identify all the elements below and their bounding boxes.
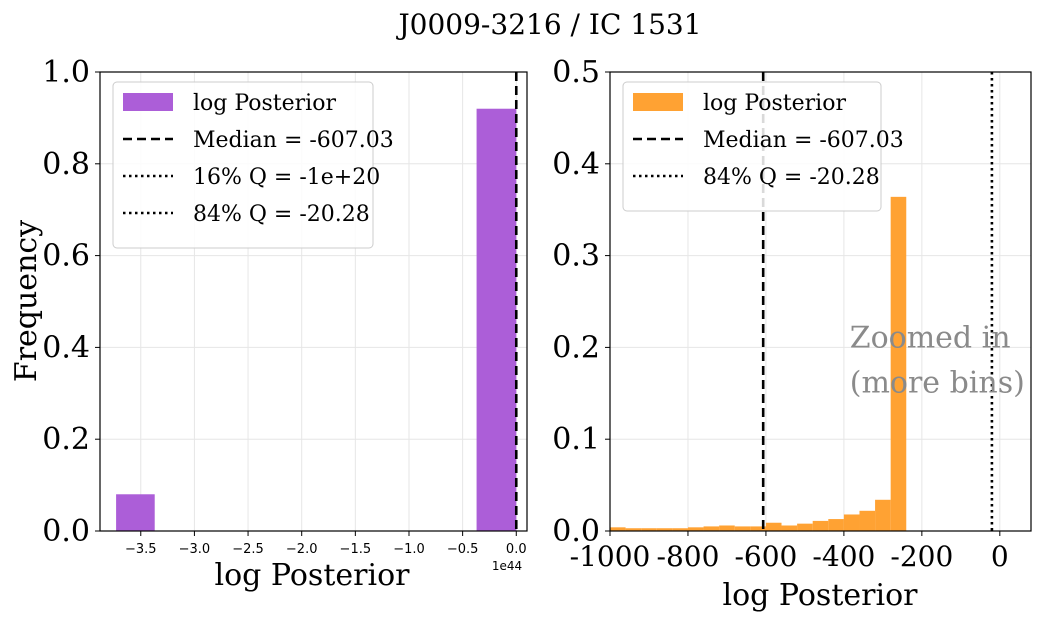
left-x-tick-label: −3.5 xyxy=(125,542,157,557)
right-y-tick-label: 0.4 xyxy=(552,147,600,182)
right-histogram-bar xyxy=(641,528,657,531)
left-y-tick-label: 0.0 xyxy=(42,514,90,549)
right-histogram-panel: -1000 -800 -600 -400 -200 0 0.00.10.20.30.40.… xyxy=(552,55,1032,613)
annotation-line: (more bins) xyxy=(850,365,1025,400)
left-histogram-bar xyxy=(116,494,155,531)
left-legend-box xyxy=(112,81,374,249)
right-plot-frame xyxy=(609,71,1032,532)
annotation-line: Zoomed in xyxy=(850,320,1011,355)
left-x-tick-label: −2.5 xyxy=(232,542,264,557)
right-x-tick-label: -400 xyxy=(812,540,875,573)
left-y-tick-label: 1.0 xyxy=(42,55,90,90)
right-y-tick-label: 0.5 xyxy=(552,55,600,90)
right-bars xyxy=(610,196,907,531)
left-bars xyxy=(116,108,517,531)
left-histogram-panel: −3.5 −3.0 −2.5 −2.0 −1.5 −1.0 −0.5 0.0 0.00.20.… xyxy=(9,55,528,593)
right-legend: log Posterior Median = -607.03 84% Q = -20… xyxy=(622,81,904,212)
right-histogram-bar xyxy=(734,526,751,531)
left-x-tick-label: −1.0 xyxy=(393,542,425,557)
right-histogram-bar xyxy=(875,499,891,531)
right-legend-patch-swatch xyxy=(633,93,683,111)
right-histogram-bar xyxy=(719,525,735,531)
left-histogram-bar xyxy=(476,108,517,531)
left-legend-patch-swatch xyxy=(123,93,173,111)
right-x-tick-label: -600 xyxy=(734,540,797,573)
right-x-tick-label: -1000 xyxy=(570,540,651,573)
right-y-tick-label: 0.3 xyxy=(552,239,600,274)
right-histogram-bar xyxy=(687,527,704,531)
right-x-tick-label: -800 xyxy=(657,540,720,573)
right-legend-label: log Posterior xyxy=(703,91,846,116)
right-histogram-bar xyxy=(781,525,798,531)
right-histogram-bar xyxy=(859,510,876,531)
right-histogram-bar xyxy=(812,520,829,531)
right-histogram-bar xyxy=(890,196,907,531)
right-x-tick-label: 0 xyxy=(991,540,1009,573)
right-histogram-bar xyxy=(843,514,860,531)
left-y-tick-label: 0.4 xyxy=(42,330,90,365)
figure-title: J0009-3216 / IC 1531 xyxy=(395,8,701,41)
left-x-tick-label: −2.0 xyxy=(286,542,318,557)
left-x-tick-label: 0.0 xyxy=(506,542,527,557)
right-legend-label: 84% Q = -20.28 xyxy=(703,165,880,190)
left-x-axis-label: log Posterior xyxy=(215,558,411,593)
left-legend-label: 84% Q = -20.28 xyxy=(193,202,370,227)
left-y-tick-label: 0.2 xyxy=(42,422,90,457)
right-legend-label: Median = -607.03 xyxy=(703,128,904,153)
right-histogram-bar xyxy=(828,519,844,531)
right-y-ticks: 0.0 0.1 0.2 0.3 0.4 0.5 xyxy=(552,55,610,549)
right-histogram-bar xyxy=(750,526,766,531)
left-y-tick-label: 0.8 xyxy=(42,147,90,182)
left-y-axis-label: Frequency xyxy=(9,220,44,382)
left-legend-label: Median = -607.03 xyxy=(193,128,394,153)
right-y-tick-label: 0.2 xyxy=(552,330,600,365)
right-histogram-bar xyxy=(610,527,626,531)
right-histogram-bar xyxy=(765,522,782,531)
left-y-ticks: 0.0 0.2 0.4 0.6 0.8 1.0 xyxy=(42,55,100,549)
left-x-ticks: −3.5 −3.0 −2.5 −2.0 −1.5 −1.0 −0.5 0.0 xyxy=(125,531,527,557)
left-y-tick-label: 0.6 xyxy=(42,239,90,274)
right-histogram-bar xyxy=(797,523,813,531)
left-legend: log Posterior Median = -607.03 16% Q = -1e… xyxy=(112,81,394,249)
right-histogram-bar xyxy=(625,528,642,531)
left-x-offset-label: 1e44 xyxy=(492,559,522,573)
left-legend-label: log Posterior xyxy=(193,91,336,116)
right-histogram-bar xyxy=(656,528,673,531)
right-x-tick-label: -200 xyxy=(890,540,953,573)
right-y-tick-label: 0.1 xyxy=(552,422,600,457)
left-x-tick-label: −3.0 xyxy=(179,542,211,557)
right-x-axis-label: log Posterior xyxy=(723,578,919,613)
left-legend-label: 16% Q = -1e+20 xyxy=(193,165,380,190)
left-plot-frame xyxy=(99,71,528,532)
right-histogram-bar xyxy=(703,526,720,531)
left-x-tick-label: −0.5 xyxy=(447,542,479,557)
right-legend-box xyxy=(622,81,882,212)
right-histogram-bar xyxy=(672,528,688,531)
right-y-tick-label: 0.0 xyxy=(552,514,600,549)
right-x-ticks: -1000 -800 -600 -400 -200 0 xyxy=(570,531,1009,573)
zoom-annotation: Zoomed in (more bins) xyxy=(850,320,1025,400)
left-x-tick-label: −1.5 xyxy=(340,542,372,557)
